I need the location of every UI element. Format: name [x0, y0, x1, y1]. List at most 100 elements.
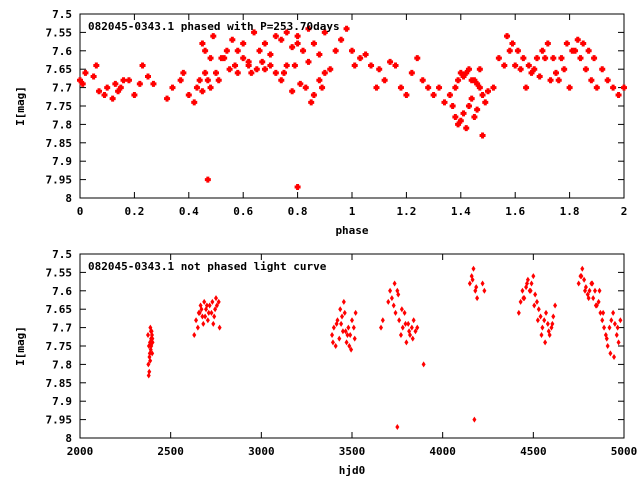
data-point	[218, 55, 225, 62]
data-point	[536, 306, 541, 313]
data-point	[561, 66, 568, 73]
data-point	[397, 84, 404, 91]
data-point	[539, 47, 546, 54]
data-point	[338, 306, 343, 313]
x-axis-label: hjd0	[339, 464, 366, 477]
data-point	[146, 331, 150, 338]
data-point	[608, 350, 613, 357]
data-point	[407, 328, 412, 335]
x-tick-label: 1.4	[451, 205, 471, 218]
data-point	[612, 320, 617, 327]
data-point	[148, 328, 153, 335]
data-point	[460, 110, 467, 117]
data-point	[148, 357, 153, 364]
data-point	[101, 91, 108, 98]
data-point	[150, 335, 155, 342]
data-point	[452, 84, 459, 91]
data-point	[343, 328, 348, 335]
data-point	[398, 331, 403, 338]
data-point	[204, 77, 211, 84]
data-point	[533, 55, 540, 62]
data-point	[553, 69, 559, 76]
y-tick-label: 7.8	[52, 118, 72, 131]
data-point	[191, 99, 198, 106]
data-point	[139, 62, 146, 69]
data-point	[215, 77, 222, 84]
data-point	[504, 33, 511, 40]
y-tick-label: 7.8	[52, 358, 72, 371]
data-point	[96, 88, 103, 95]
data-point	[196, 77, 203, 84]
data-point	[240, 55, 247, 62]
data-point	[520, 55, 527, 62]
x-tick-label: 0	[77, 205, 84, 218]
data-point	[615, 91, 622, 98]
data-point	[392, 280, 397, 287]
data-point	[550, 55, 557, 62]
data-point	[112, 80, 119, 87]
data-point	[471, 265, 476, 272]
data-point	[352, 335, 357, 342]
data-point	[400, 324, 405, 331]
data-point	[337, 335, 342, 342]
data-point	[308, 99, 315, 106]
data-point	[543, 339, 548, 346]
data-point	[475, 295, 480, 302]
x-tick-label: 0.6	[233, 205, 253, 218]
unphased-light-curve-panel: 2000 2500 3000 3500 4000 4500 5000 7.57.557.67…	[14, 248, 637, 477]
data-point	[338, 36, 345, 43]
y-tick-label: 8	[65, 192, 72, 205]
data-point	[540, 324, 545, 331]
data-point	[474, 106, 481, 113]
y-tick-label: 7.75	[46, 340, 73, 353]
data-point	[468, 95, 475, 102]
data-point	[310, 40, 317, 47]
data-point	[558, 55, 565, 62]
data-point	[305, 25, 312, 32]
data-point	[580, 40, 587, 47]
y-tick-label: 7.55	[46, 26, 73, 39]
data-point	[261, 40, 268, 47]
data-point	[248, 69, 255, 76]
data-point	[104, 84, 111, 91]
data-point	[482, 287, 487, 294]
data-point	[272, 33, 279, 40]
y-tick-label: 7.5	[52, 8, 72, 21]
data-point	[419, 77, 426, 84]
data-point	[109, 95, 116, 102]
data-point	[327, 66, 334, 73]
data-point	[150, 350, 155, 357]
data-point	[490, 84, 497, 91]
data-point	[471, 114, 478, 121]
x-tick-label: 3500	[339, 445, 366, 458]
data-point	[551, 313, 556, 320]
data-point	[380, 317, 385, 324]
data-point	[278, 77, 285, 84]
data-point	[289, 44, 296, 51]
data-point	[472, 416, 477, 423]
data-point	[621, 84, 627, 91]
data-point	[495, 55, 502, 62]
x-axis-ticks: 2000 2500 3000 3500 4000 4500 5000	[67, 254, 638, 458]
data-point	[90, 73, 97, 80]
x-axis-ticks: 0 0.2 0.4 0.6 0.8 1 1.2 1.4 1.6 1.8 2	[77, 14, 627, 218]
data-point	[457, 117, 464, 124]
data-point	[480, 280, 485, 287]
data-point	[598, 309, 603, 316]
data-point	[465, 103, 472, 109]
data-point	[463, 125, 470, 132]
data-point	[206, 309, 211, 316]
data-point	[199, 88, 206, 95]
y-axis-ticks: 7.5 7.55 7.6 7.65 7.7 7.75 7.8 7.85 7.9 7.95 8	[46, 248, 624, 445]
data-point	[291, 62, 298, 69]
x-tick-label: 5000	[611, 445, 638, 458]
data-point	[211, 320, 216, 327]
data-point	[204, 176, 211, 183]
data-point	[343, 25, 350, 32]
data-point	[482, 99, 489, 106]
data-points	[146, 265, 623, 430]
y-tick-label: 7.55	[46, 266, 73, 279]
x-tick-label: 0.2	[124, 205, 144, 218]
data-point	[588, 77, 595, 84]
data-point	[616, 339, 621, 346]
